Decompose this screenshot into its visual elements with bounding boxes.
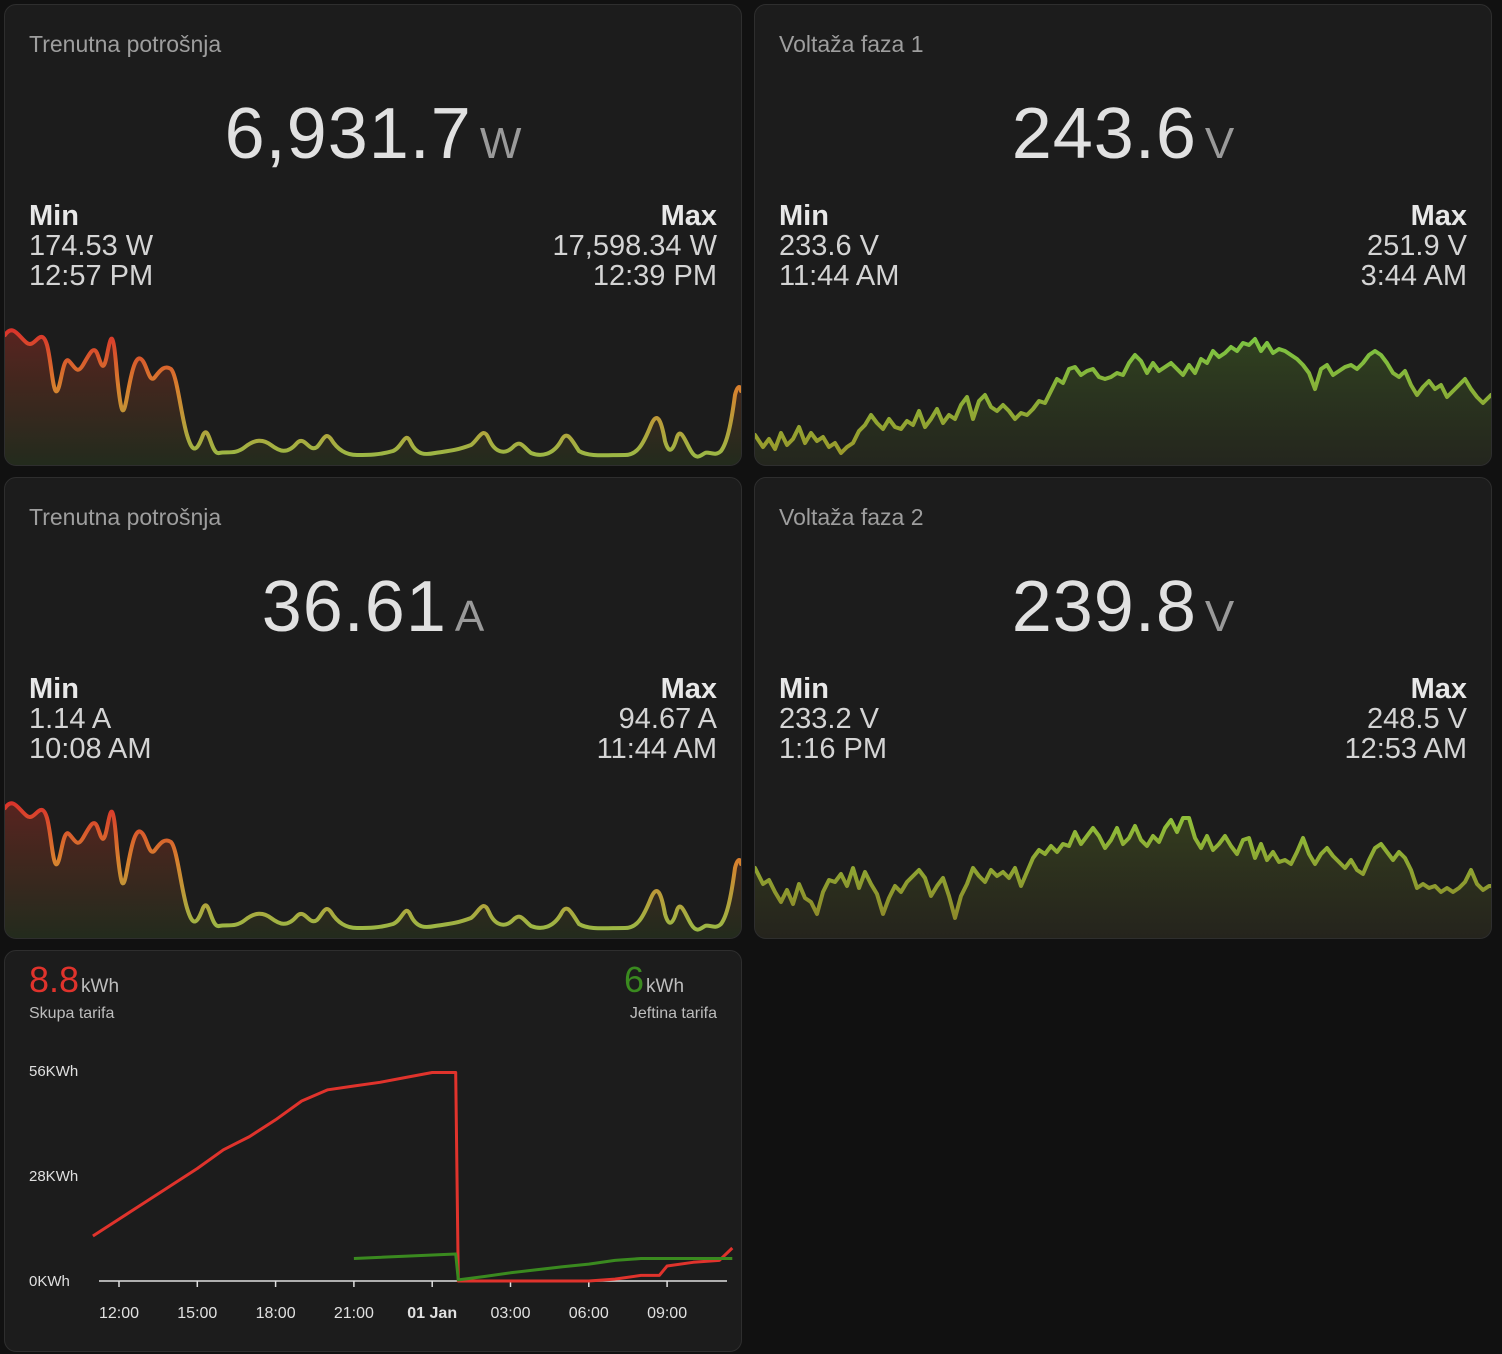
max-value: 248.5 V <box>1367 703 1467 735</box>
value-unit: A <box>454 592 485 641</box>
expensive-tariff-value: 8.8 kWh <box>29 959 119 1001</box>
sparkline-area <box>5 803 741 938</box>
sparkline-line <box>5 801 741 932</box>
x-tick-label: 03:00 <box>490 1305 530 1322</box>
sparkline-line <box>755 816 1491 920</box>
min-stat: Min 233.2 V 1:16 PM <box>779 674 887 764</box>
min-time: 10:08 AM <box>29 733 152 765</box>
cheap-unit: kWh <box>646 976 685 997</box>
min-label: Min <box>29 200 79 232</box>
value-number: 239.8 <box>1011 567 1197 647</box>
series-line-skupa-tarifa <box>92 1071 734 1283</box>
min-label: Min <box>779 200 829 232</box>
voltage2-sparkline <box>755 816 1491 938</box>
max-time: 11:44 AM <box>596 733 717 765</box>
series-line-jeftina-tarifa <box>353 1252 733 1282</box>
energy-card[interactable]: 8.8 kWh Skupa tarifa 6 kWh Jeftina tarifa … <box>4 950 742 1352</box>
expensive-tariff-label: Skupa tarifa <box>29 1005 115 1022</box>
max-label: Max <box>660 673 717 705</box>
min-value: 174.53 W <box>29 230 154 262</box>
current-card[interactable]: Trenutna potrošnja 36.61 A Min 1.14 A 10:… <box>4 477 742 939</box>
min-stat: Min 233.6 V 11:44 AM <box>779 201 899 291</box>
card-title: Voltaža faza 2 <box>779 504 924 530</box>
max-label: Max <box>1410 200 1467 232</box>
x-tick-label: 09:00 <box>647 1305 687 1322</box>
min-time: 12:57 PM <box>29 260 154 292</box>
cheap-number: 6 <box>624 959 645 1000</box>
min-stat: Min 174.53 W 12:57 PM <box>29 201 153 291</box>
min-label: Min <box>779 673 829 705</box>
max-stat: Max 17,598.34 W 12:39 PM <box>553 201 717 291</box>
y-tick-label: 56KWh <box>29 1063 78 1080</box>
power-sparkline <box>5 328 741 465</box>
current-sparkline <box>5 801 741 938</box>
current-value: 243.6 V <box>755 93 1491 175</box>
energy-line-chart[interactable]: 56KWh 28KWh 0KWh 12:00 15:00 18:00 21:00 01 Jan… <box>5 951 741 1351</box>
sparkline-area <box>755 818 1491 938</box>
current-value: 239.8 V <box>755 566 1491 648</box>
max-stat: Max 251.9 V 3:44 AM <box>1361 201 1467 291</box>
card-title: Trenutna potrošnja <box>29 31 222 57</box>
card-title: Trenutna potrošnja <box>29 504 222 530</box>
value-unit: W <box>479 119 522 168</box>
min-value: 233.2 V <box>779 703 879 735</box>
x-tick-label: 21:00 <box>334 1305 374 1322</box>
sparkline-area <box>5 330 741 465</box>
current-value: 6,931.7 W <box>5 93 741 175</box>
expensive-unit: kWh <box>81 976 120 997</box>
max-time: 12:39 PM <box>592 260 717 292</box>
x-tick-label: 12:00 <box>99 1305 139 1322</box>
value-number: 6,931.7 <box>224 94 472 174</box>
max-stat: Max 248.5 V 12:53 AM <box>1344 674 1467 764</box>
card-title: Voltaža faza 1 <box>779 31 924 57</box>
voltage2-card[interactable]: Voltaža faza 2 239.8 V Min 233.2 V 1:16 P… <box>754 477 1492 939</box>
y-tick-label: 28KWh <box>29 1168 78 1185</box>
x-tick-label: 01 Jan <box>407 1305 457 1322</box>
min-stat: Min 1.14 A 10:08 AM <box>29 674 152 764</box>
min-time: 11:44 AM <box>779 260 900 292</box>
max-label: Max <box>660 200 717 232</box>
min-label: Min <box>29 673 79 705</box>
y-tick-label: 0KWh <box>29 1273 70 1290</box>
cheap-tariff-value: 6 kWh <box>624 959 684 1001</box>
max-stat: Max 94.67 A 11:44 AM <box>597 674 717 764</box>
sparkline-line <box>755 337 1491 455</box>
value-unit: V <box>1204 119 1235 168</box>
current-value: 36.61 A <box>5 566 741 648</box>
sparkline-line <box>5 328 741 459</box>
max-label: Max <box>1410 673 1467 705</box>
x-tick-label: 06:00 <box>569 1305 609 1322</box>
x-tick-label: 18:00 <box>256 1305 296 1322</box>
power-card[interactable]: Trenutna potrošnja 6,931.7 W Min 174.53 W… <box>4 4 742 466</box>
x-tick-label: 15:00 <box>177 1305 217 1322</box>
max-time: 3:44 AM <box>1360 260 1467 292</box>
cheap-tariff-label: Jeftina tarifa <box>629 1005 717 1022</box>
max-time: 12:53 AM <box>1344 733 1467 765</box>
expensive-number: 8.8 <box>29 959 80 1000</box>
max-value: 94.67 A <box>618 703 717 735</box>
value-unit: V <box>1204 592 1235 641</box>
min-value: 1.14 A <box>29 703 112 735</box>
voltage1-card[interactable]: Voltaža faza 1 243.6 V Min 233.6 V 11:44 … <box>754 4 1492 466</box>
min-value: 233.6 V <box>779 230 879 262</box>
max-value: 251.9 V <box>1367 230 1467 262</box>
voltage1-sparkline <box>755 337 1491 465</box>
max-value: 17,598.34 W <box>552 230 717 262</box>
sparkline-area <box>755 339 1491 465</box>
min-time: 1:16 PM <box>779 733 887 765</box>
value-number: 243.6 <box>1011 94 1197 174</box>
value-number: 36.61 <box>261 567 447 647</box>
